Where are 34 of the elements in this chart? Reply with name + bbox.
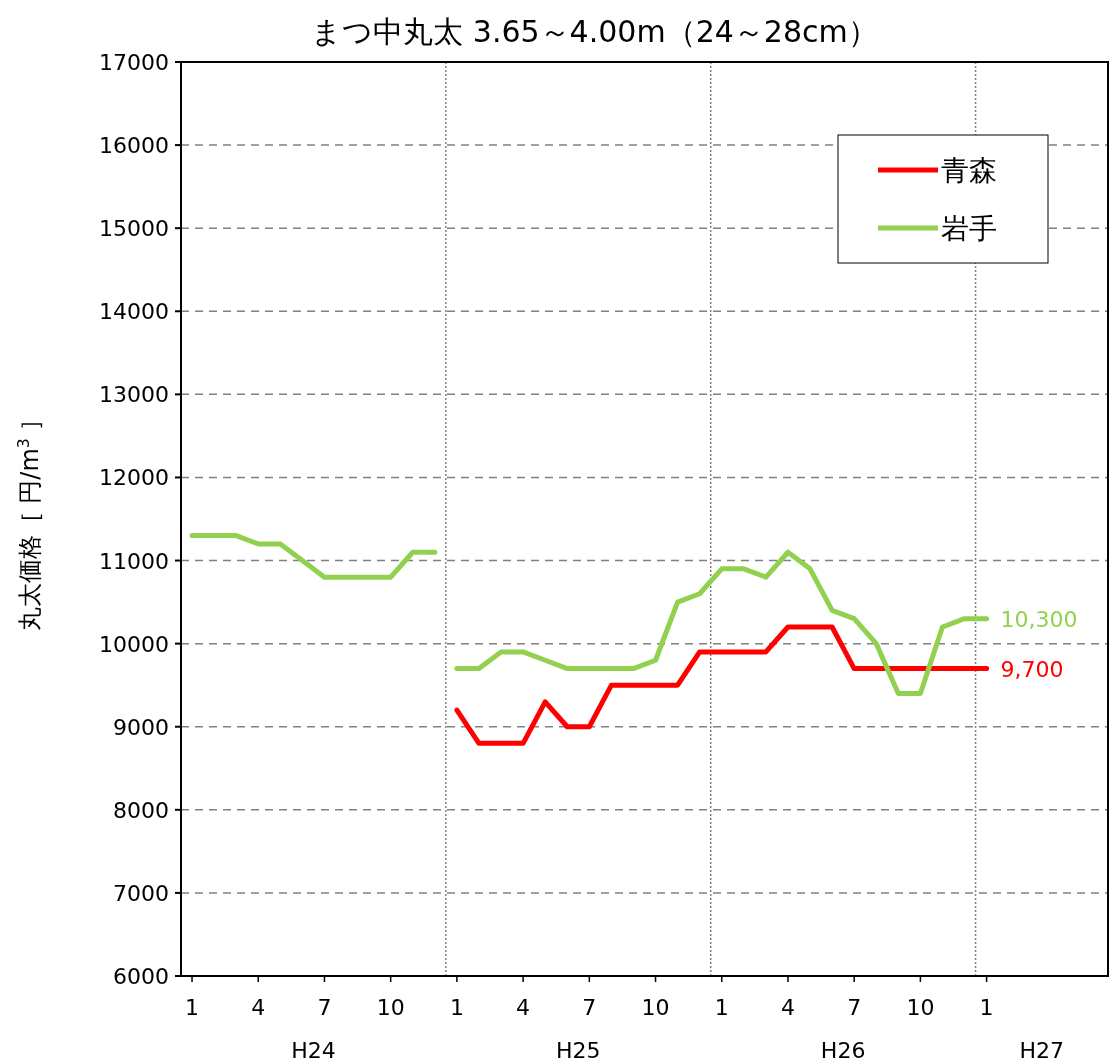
x-tick-label: 10 — [376, 995, 405, 1020]
y-tick-label: 7000 — [113, 880, 169, 906]
y-tick-label: 8000 — [113, 797, 169, 823]
y-tick-label: 6000 — [113, 964, 169, 989]
x-tick-label: 4 — [251, 995, 266, 1020]
x-tick-label: 4 — [780, 995, 795, 1020]
text: H25 — [556, 1038, 601, 1063]
y-tick-label: 13000 — [99, 382, 169, 408]
y-tick-label: 17000 — [99, 50, 169, 75]
text: H24 — [291, 1038, 336, 1063]
y-tick-label: 11000 — [99, 548, 169, 574]
x-tick-label: 7 — [847, 995, 862, 1020]
x-tick-label: 7 — [582, 995, 597, 1020]
x-tick-label: 7 — [317, 995, 332, 1020]
legend-label: 青森 — [941, 154, 997, 187]
x-tick-label: 10 — [641, 995, 670, 1020]
y-tick-label: 14000 — [99, 299, 169, 325]
x-tick-label: 10 — [906, 995, 935, 1020]
y-tick-label: 12000 — [99, 465, 169, 491]
x-tick-label: 1 — [714, 995, 729, 1020]
x-tick-label: 1 — [449, 995, 464, 1020]
text: H27 — [1019, 1038, 1065, 1063]
x-tick-label: 1 — [185, 995, 200, 1020]
y-tick-label: 15000 — [99, 216, 169, 242]
y-tick-label: 16000 — [99, 133, 169, 159]
text: H26 — [820, 1038, 866, 1063]
x-tick-label: 4 — [516, 995, 531, 1020]
data-label: 9,700 — [1000, 656, 1064, 682]
y-tick-label: 10000 — [99, 631, 169, 657]
data-label: 10,300 — [1000, 606, 1078, 632]
legend-label: 岩手 — [941, 212, 997, 245]
x-tick-label: 1 — [979, 995, 994, 1020]
chart-title: まつ中丸太 3.65～4.00m（24～28cm） — [311, 14, 878, 49]
y-tick-label: 9000 — [113, 714, 169, 740]
